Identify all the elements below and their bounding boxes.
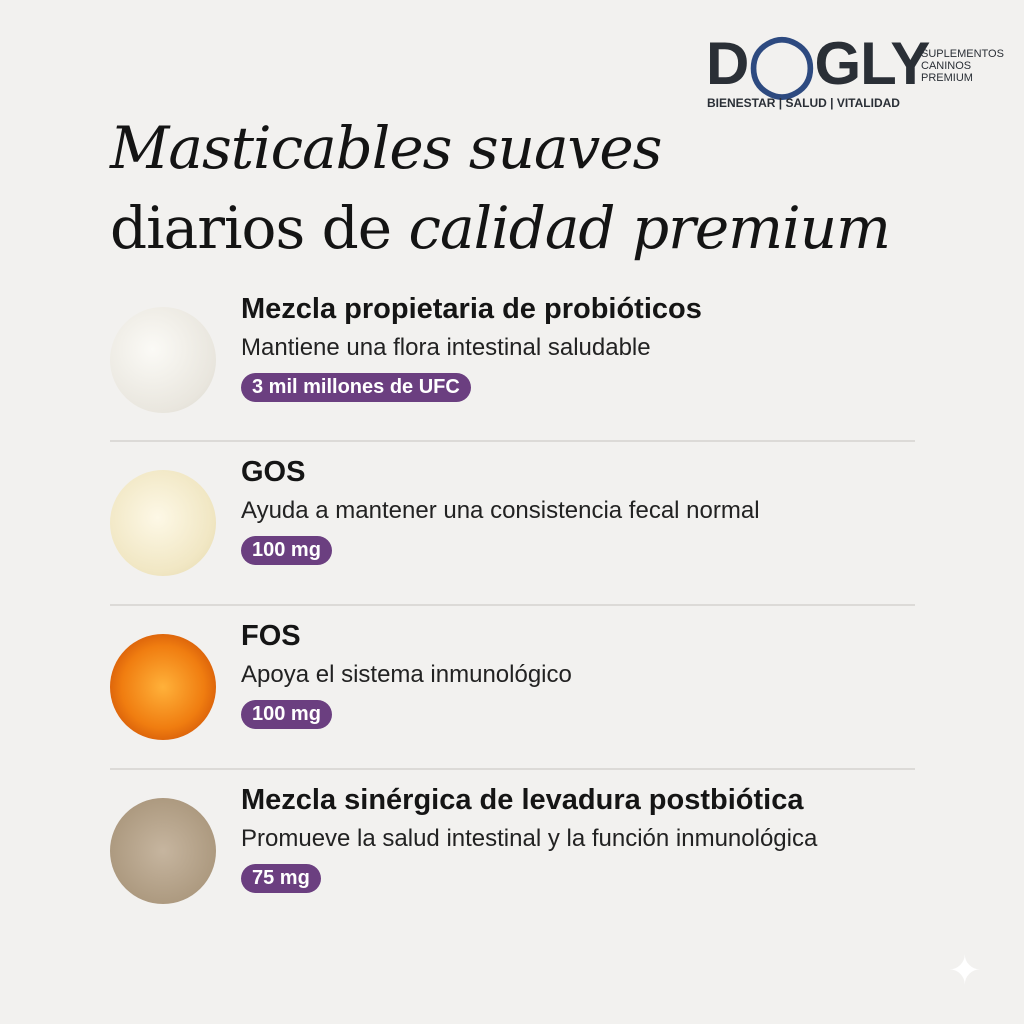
logo-subtitle-line: SUPLEMENTOS — [921, 48, 1004, 60]
ingredient-description: Promueve la salud intestinal y la funció… — [241, 825, 818, 852]
amount-badge: 100 mg — [241, 536, 332, 565]
ingredient-description: Ayuda a mantener una consistencia fecal … — [241, 497, 760, 524]
ingredient-title: Mezcla sinérgica de levadura postbiótica — [241, 784, 804, 816]
divider — [110, 440, 915, 442]
divider — [110, 768, 915, 770]
logo-subtitle: SUPLEMENTOS CANINOS PREMIUM — [921, 48, 1021, 84]
white-powder-image — [110, 307, 216, 413]
title-line-2-italic: calidad premium — [408, 194, 892, 262]
amount-badge: 75 mg — [241, 864, 321, 893]
ingredient-item: Mezcla propietaria de probióticos Mantie… — [110, 293, 915, 472]
chicory-root-slice-image — [110, 634, 216, 740]
logo-wordmark: D◯GLY — [706, 30, 930, 97]
amount-badge: 3 mil millones de UFC — [241, 373, 471, 402]
logo-subtitle-line: CANINOS — [921, 60, 972, 72]
cream-powder-image — [110, 470, 216, 576]
ingredient-title: GOS — [241, 456, 306, 488]
title-line-1: Masticables suaves — [110, 114, 662, 182]
ingredient-item: FOS Apoya el sistema inmunológico 100 mg — [110, 620, 915, 799]
sparkle-icon: ✦ — [948, 949, 982, 993]
ingredient-description: Mantiene una flora intestinal saludable — [241, 334, 651, 361]
ingredient-title: FOS — [241, 620, 301, 652]
yeast-granules-image — [110, 798, 216, 904]
ingredient-description: Apoya el sistema inmunológico — [241, 661, 572, 688]
ingredient-item: GOS Ayuda a mantener una consistencia fe… — [110, 456, 915, 635]
logo-subtitle-line: PREMIUM — [921, 72, 973, 84]
page-title: Masticables suaves diarios de calidad pr… — [110, 108, 892, 268]
amount-badge: 100 mg — [241, 700, 332, 729]
divider — [110, 604, 915, 606]
ingredient-title: Mezcla propietaria de probióticos — [241, 293, 702, 325]
logo-tagline: BIENESTAR | SALUD | VITALIDAD — [707, 96, 900, 110]
ingredient-item: Mezcla sinérgica de levadura postbiótica… — [110, 784, 915, 963]
title-line-2-regular: diarios de — [110, 194, 409, 262]
